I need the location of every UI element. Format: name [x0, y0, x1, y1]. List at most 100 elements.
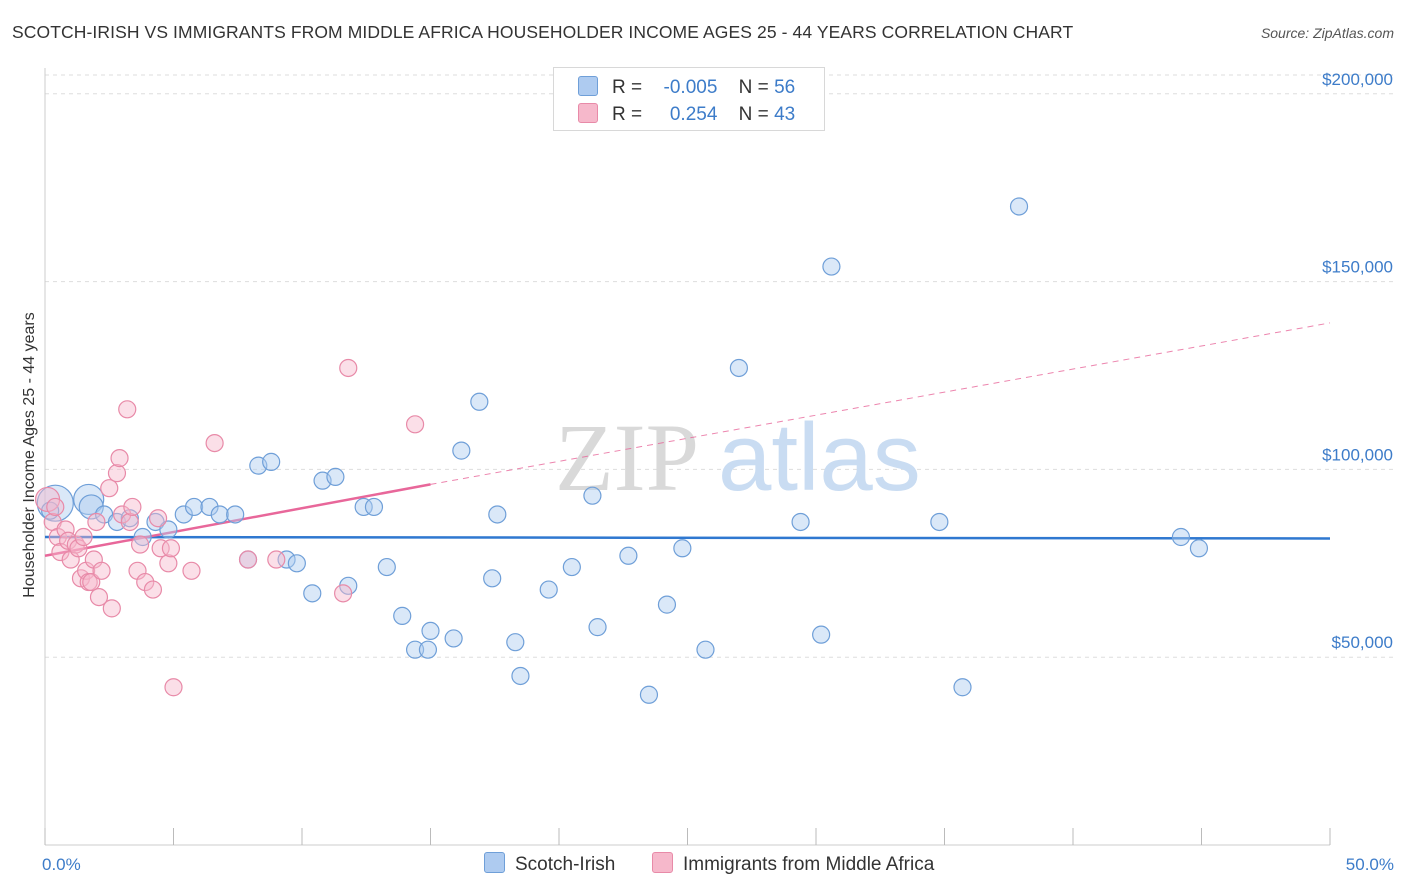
point-scotch-irish: [588, 618, 607, 637]
point-middle-africa: [136, 572, 155, 592]
point-scotch-irish: [326, 467, 345, 487]
point-scotch-irish: [1189, 539, 1209, 558]
point-scotch-irish: [953, 678, 972, 697]
point-middle-africa: [339, 358, 358, 378]
point-scotch-irish: [210, 505, 229, 524]
r-value-scotch-irish: -0.005: [663, 77, 718, 98]
x-tick-labels: 0.0% 50.0%: [42, 855, 1394, 874]
data-points: [34, 197, 1209, 704]
point-middle-africa: [161, 539, 181, 558]
point-scotch-irish: [822, 257, 841, 276]
pink-swatch-icon: [652, 852, 673, 873]
point-scotch-irish: [36, 484, 74, 522]
point-scotch-irish: [364, 497, 384, 517]
r-value-middle-africa: 0.254: [669, 104, 718, 125]
y-tick-label: $150,000: [1322, 258, 1393, 277]
point-middle-africa: [89, 587, 109, 607]
point-scotch-irish: [174, 505, 193, 524]
series-name-scotch-irish: Scotch-Irish: [515, 854, 616, 875]
point-middle-africa: [48, 527, 67, 547]
legend-row-middle-africa: R = 0.254 N = 43: [578, 103, 795, 127]
point-middle-africa: [164, 678, 183, 697]
n-value-scotch-irish: 56: [774, 77, 796, 98]
trend-line-middle-africa: [44, 483, 431, 558]
gridlines: [45, 74, 1395, 658]
y-tick-label: $200,000: [1322, 70, 1393, 89]
watermark-zip: ZIP: [555, 404, 699, 511]
point-middle-africa: [82, 572, 101, 592]
point-scotch-irish: [583, 486, 602, 505]
point-scotch-irish: [812, 625, 831, 644]
point-middle-africa: [205, 433, 224, 453]
point-scotch-irish: [657, 595, 677, 614]
watermark-atlas: atlas: [718, 404, 921, 511]
point-scotch-irish: [277, 550, 296, 569]
point-middle-africa: [112, 505, 132, 524]
point-middle-africa: [130, 535, 150, 554]
x-tick-label: 0.0%: [42, 855, 81, 874]
point-scotch-irish: [262, 452, 281, 471]
point-scotch-irish: [377, 557, 396, 577]
trend-line-scotch-irish: [44, 535, 1331, 540]
point-middle-africa: [110, 449, 129, 468]
n-label: N =: [738, 77, 769, 98]
point-scotch-irish: [159, 520, 178, 539]
trend-lines: [44, 322, 1331, 558]
point-middle-africa: [334, 584, 353, 603]
bottom-legend-middle-africa: Immigrants from Middle Africa: [652, 852, 934, 876]
point-middle-africa: [143, 580, 163, 599]
y-tick-labels: $50,000 $100,000 $150,000 $200,000: [1322, 70, 1393, 652]
point-scotch-irish: [619, 546, 638, 565]
point-scotch-irish: [483, 569, 502, 588]
point-scotch-irish: [418, 640, 438, 659]
point-middle-africa: [148, 509, 168, 528]
point-scotch-irish: [696, 640, 715, 659]
point-scotch-irish: [539, 580, 558, 599]
point-scotch-irish: [511, 666, 530, 686]
point-middle-africa: [46, 497, 65, 517]
blue-swatch-icon: [578, 76, 598, 96]
blue-swatch-icon: [484, 852, 505, 873]
y-tick-label: $100,000: [1322, 445, 1393, 464]
point-middle-africa: [151, 539, 170, 558]
point-middle-africa: [92, 561, 111, 580]
point-scotch-irish: [639, 685, 659, 704]
point-middle-africa: [120, 512, 139, 532]
point-scotch-irish: [506, 633, 525, 652]
point-middle-africa: [405, 415, 425, 434]
series-name-middle-africa: Immigrants from Middle Africa: [683, 854, 935, 875]
point-scotch-irish: [1009, 197, 1029, 216]
y-axis-title: Householder Income Ages 25 - 44 years: [21, 312, 38, 598]
point-middle-africa: [69, 539, 88, 558]
legend-row-scotch-irish: R = -0.005 N = 56: [578, 76, 795, 100]
point-middle-africa: [123, 497, 142, 517]
point-scotch-irish: [673, 539, 692, 558]
point-scotch-irish: [303, 584, 322, 603]
point-scotch-irish: [562, 557, 581, 577]
point-middle-africa: [56, 520, 75, 539]
point-middle-africa: [107, 464, 127, 483]
point-middle-africa: [159, 554, 178, 573]
point-scotch-irish: [791, 512, 810, 532]
source-label: Source: ZipAtlas.com: [1260, 25, 1394, 41]
point-scotch-irish: [393, 606, 412, 625]
r-label: R =: [612, 77, 643, 98]
n-value-middle-africa: 43: [774, 104, 796, 125]
pink-swatch-icon: [578, 103, 598, 123]
point-scotch-irish: [405, 640, 425, 659]
point-scotch-irish: [930, 512, 949, 532]
n-label: N =: [738, 104, 769, 125]
point-middle-africa: [74, 527, 93, 547]
point-scotch-irish: [470, 392, 489, 411]
point-scotch-irish: [421, 621, 440, 641]
point-middle-africa: [102, 599, 121, 618]
point-middle-africa: [267, 550, 286, 569]
point-scotch-irish: [200, 497, 219, 517]
point-scotch-irish: [1171, 527, 1191, 547]
point-scotch-irish: [444, 629, 463, 648]
trend-extension-middle-africa: [430, 322, 1331, 485]
axes: [44, 68, 1331, 846]
correlation-legend: R = -0.005 N = 56 R = 0.254 N = 43: [553, 67, 825, 131]
watermark: ZIP atlas: [555, 404, 921, 511]
